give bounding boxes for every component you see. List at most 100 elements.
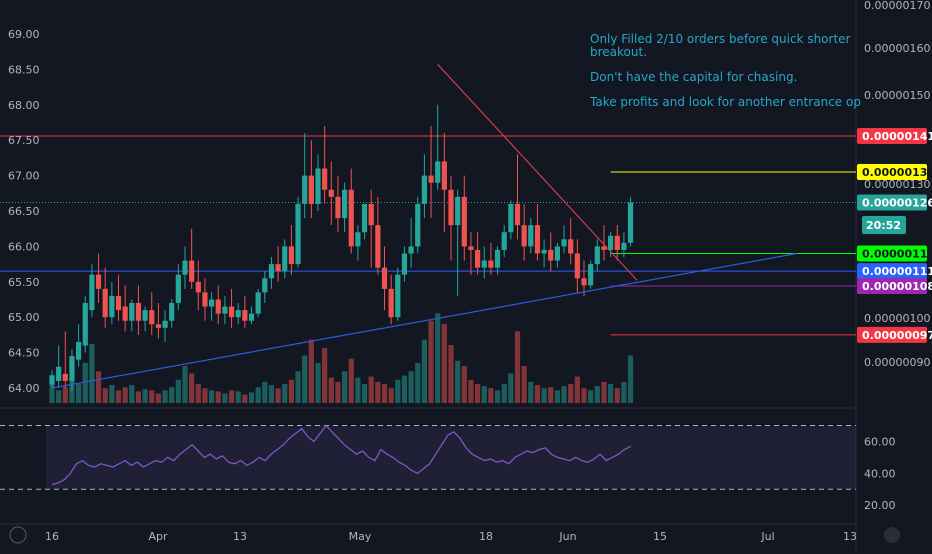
volume-bar: [315, 362, 321, 403]
candle-body: [395, 274, 401, 318]
volume-bar: [215, 391, 221, 403]
volume-bar: [155, 393, 161, 403]
candle-body: [222, 306, 228, 314]
left-axis-tick-label: 66.50: [8, 205, 40, 218]
countdown-label: 20:52: [866, 219, 901, 232]
candle-body: [355, 232, 361, 247]
candle-body: [282, 246, 288, 272]
right-axis-tick-label: 0.00000150: [864, 89, 930, 102]
candle-body: [228, 306, 235, 318]
volume-bar: [102, 388, 108, 403]
volume-bar: [388, 388, 394, 403]
candle-body: [608, 235, 614, 250]
right-axis-tick-label: 0.00000100: [864, 312, 930, 325]
candle-body: [548, 249, 554, 261]
candle-body: [102, 288, 108, 318]
x-axis-tick-label: May: [349, 530, 372, 543]
volume-bar: [501, 384, 507, 403]
candle-body: [255, 292, 261, 314]
volume-bar: [109, 385, 115, 403]
rsi-line: [51, 424, 631, 486]
volume-bar: [162, 390, 168, 403]
x-axis-tick-label: 13: [233, 530, 247, 543]
volume-bar: [408, 371, 414, 403]
volume-bar: [608, 384, 614, 403]
volume-bar: [149, 390, 155, 403]
price-tag-bg: [857, 164, 927, 181]
price-tag-bg: [857, 245, 927, 262]
left-axis-tick-label: 68.00: [8, 99, 40, 112]
price-tag-bg: [857, 127, 927, 144]
price-tag[interactable]: 0.00000126: [857, 194, 932, 211]
price-tag[interactable]: 0.00000097: [857, 326, 932, 343]
settings-icon[interactable]: [9, 526, 27, 544]
volume-bar: [242, 394, 248, 403]
rsi-tick-label: 60.00: [864, 435, 896, 448]
price-tag[interactable]: 0.00000111: [857, 263, 932, 280]
price-tag[interactable]: 0.00000141: [857, 127, 932, 144]
volume-bar: [248, 392, 255, 403]
candle-body: [209, 299, 215, 307]
price-tag[interactable]: 0.00000133: [857, 164, 932, 181]
volume-bar: [415, 362, 421, 403]
candle-body: [162, 320, 168, 328]
candle-body: [82, 303, 88, 346]
candle-body: [302, 175, 308, 204]
volume-bar: [588, 390, 594, 403]
price-tag-bg: [857, 194, 927, 211]
candle-body: [315, 168, 321, 204]
candle-body: [381, 267, 388, 289]
volume-bar: [627, 355, 634, 403]
candle-body: [368, 203, 374, 226]
volume-bar: [76, 384, 82, 403]
volume-bar: [202, 388, 208, 403]
ascending-trendline[interactable]: [51, 252, 797, 389]
candle-body: [69, 356, 75, 381]
descending-trendline[interactable]: [437, 64, 638, 281]
candle-body: [588, 264, 594, 286]
volume-bar: [568, 384, 574, 403]
price-tag[interactable]: 0.00000115: [857, 245, 932, 262]
candle-body: [268, 264, 275, 279]
candle-body: [242, 310, 248, 321]
volume-bar: [614, 388, 620, 403]
candle-body: [568, 239, 574, 254]
price-tag[interactable]: 0.00000108: [857, 278, 932, 295]
volume-bar: [308, 339, 314, 403]
left-axis-tick-label: 66.00: [8, 240, 40, 253]
countdown-bg: [862, 216, 906, 234]
volume-bar: [395, 379, 401, 403]
candle-body: [215, 299, 221, 314]
volume-bar: [295, 371, 301, 403]
candle-body: [388, 288, 394, 318]
candle-body: [189, 260, 195, 282]
annotation-text: Don't have the capital for chasing.: [590, 70, 797, 84]
right-axis-tick-label: 0.00000170: [864, 0, 930, 12]
candle-body: [122, 306, 128, 321]
volume-bar: [561, 386, 567, 403]
volume-bar: [302, 355, 308, 403]
candles: [49, 104, 634, 392]
candle-body: [49, 375, 55, 385]
volume-bar: [62, 387, 68, 403]
volume-bar: [448, 344, 454, 403]
candle-body: [275, 264, 281, 272]
volume-bar: [222, 393, 228, 403]
volume-bar: [381, 384, 388, 403]
candle-body: [202, 292, 208, 307]
volume-bar: [275, 388, 281, 403]
candle-body: [521, 225, 527, 247]
auto-scale-button[interactable]: [884, 527, 900, 543]
volume-bar: [56, 390, 62, 403]
price-tag-label: 0.00000133: [862, 166, 932, 179]
volume-bar: [441, 323, 447, 403]
candle-body: [129, 303, 135, 321]
volume-bar: [169, 387, 175, 403]
volume-bar: [82, 362, 88, 403]
annotation-text: Only Filled 2/10 orders before quick sho…: [590, 32, 851, 46]
candle-body: [328, 189, 334, 197]
candle-body: [335, 196, 341, 219]
volume-bar: [428, 320, 434, 403]
